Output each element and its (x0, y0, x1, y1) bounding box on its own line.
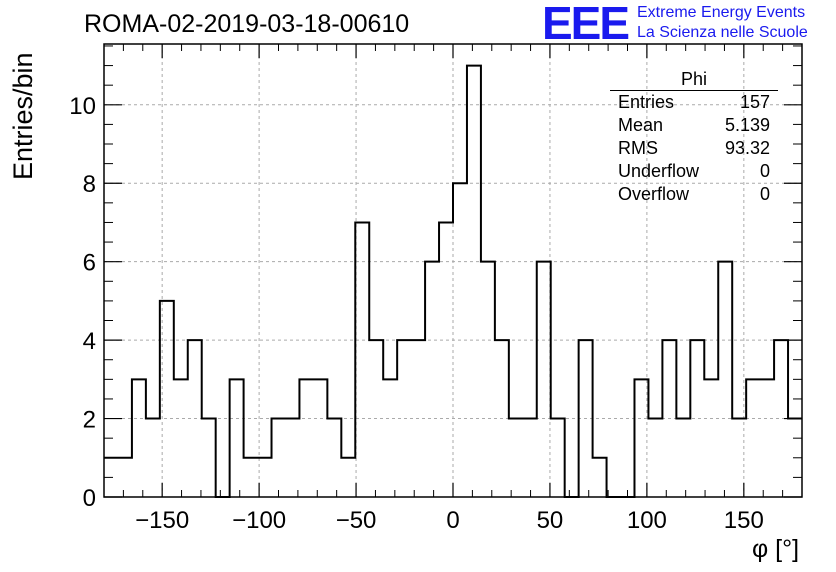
histogram-bin (523, 419, 537, 497)
y-tick-label: 10 (69, 93, 96, 120)
histogram-bin (174, 379, 188, 497)
histogram-bin (341, 458, 355, 497)
eee-logo: EEE (542, 0, 630, 49)
plot-title: ROMA-02-2019-03-18-00610 (84, 10, 410, 38)
logo-caption-line1: Extreme Energy Events (637, 4, 806, 21)
histogram-bin (299, 379, 313, 497)
x-tick-label: 100 (627, 507, 667, 534)
histogram-bin (146, 419, 160, 497)
histogram-bin (230, 379, 244, 497)
histogram-bin (690, 340, 704, 497)
histogram-bin (579, 340, 593, 497)
stats-value: 157 (739, 92, 770, 112)
histogram-bin (188, 340, 202, 497)
histogram-bin (481, 262, 495, 497)
stats-row-overflow: Overflow 0 (610, 183, 778, 206)
x-tick-label: −100 (232, 507, 286, 534)
stats-value: 93.32 (724, 138, 770, 158)
y-tick-label: 6 (83, 250, 96, 277)
histogram-bin (313, 379, 327, 497)
histogram-bin (285, 419, 299, 497)
histogram-bin (648, 419, 662, 497)
histogram-bin (551, 419, 565, 497)
stats-box: Phi Entries 157 Mean 5.139 RMS 93.32 Und… (610, 68, 778, 206)
histogram-bin (272, 419, 286, 497)
stats-row-rms: RMS 93.32 (610, 137, 778, 160)
stats-title: Phi (610, 68, 778, 91)
histogram-bin (369, 340, 383, 497)
x-tick-label: 50 (537, 507, 564, 534)
histogram-bin (453, 183, 467, 497)
stats-label: Underflow (618, 161, 700, 181)
histogram-bin (327, 419, 341, 497)
histogram-bin (425, 262, 439, 497)
stats-value: 0 (759, 184, 770, 204)
stats-row-underflow: Underflow 0 (610, 160, 778, 183)
histogram-bin (439, 222, 453, 497)
histogram-bin (746, 379, 760, 497)
logo-caption-line2: La Scienza nelle Scuole (637, 24, 808, 41)
stats-label: Mean (618, 115, 664, 135)
x-tick-label: −50 (336, 507, 377, 534)
histogram-bin (676, 419, 690, 497)
stats-label: RMS (618, 138, 658, 158)
histogram-bin (537, 262, 551, 497)
histogram-bin (509, 419, 523, 497)
histogram-bin (355, 222, 369, 497)
x-tick-label: −150 (135, 507, 189, 534)
stats-label: Entries (618, 92, 675, 112)
stats-label: Overflow (618, 184, 690, 204)
histogram-bin (662, 340, 676, 497)
stats-row-mean: Mean 5.139 (610, 114, 778, 137)
y-tick-label: 4 (83, 328, 96, 355)
histogram-bin (718, 262, 732, 497)
y-tick-label: 2 (83, 407, 96, 434)
histogram-bin (593, 458, 607, 497)
stats-value: 0 (759, 161, 770, 181)
y-tick-label: 0 (83, 485, 96, 512)
histogram-bin (760, 379, 774, 497)
stats-value: 5.139 (724, 115, 770, 135)
histogram-bin (118, 458, 132, 497)
histogram-bin (383, 379, 397, 497)
histogram-bin (411, 340, 425, 497)
histogram-bin (467, 66, 481, 497)
histogram-bin (495, 340, 509, 497)
histogram-bin (132, 379, 146, 497)
y-tick-label: 8 (83, 171, 96, 198)
histogram-bin (397, 340, 411, 497)
x-tick-label: 150 (724, 507, 764, 534)
histogram-bin (244, 458, 258, 497)
histogram-bin (634, 379, 648, 497)
histogram-bin (202, 419, 216, 497)
x-axis-label: φ [°] (752, 535, 800, 563)
stats-row-entries: Entries 157 (610, 91, 778, 114)
histogram-bin (704, 379, 718, 497)
y-axis-label: Entries/bin (8, 52, 38, 180)
x-tick-label: 0 (446, 507, 459, 534)
histogram-bin (160, 301, 174, 497)
